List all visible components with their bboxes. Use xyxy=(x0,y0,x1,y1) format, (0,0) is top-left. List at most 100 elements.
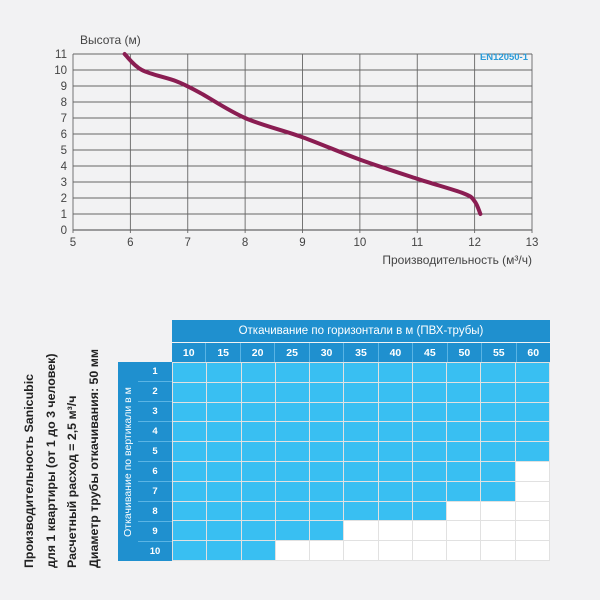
capacity-cell-allowed xyxy=(207,521,241,541)
capacity-cell-not-allowed xyxy=(412,541,447,560)
capacity-cell-allowed xyxy=(344,481,378,501)
capacity-cell-allowed xyxy=(344,442,378,461)
capacity-cell-allowed xyxy=(275,382,310,402)
x-tick-label: 8 xyxy=(242,237,248,249)
horizontal-distance-value: 55 xyxy=(482,343,517,362)
horizontal-distance-value: 15 xyxy=(206,343,241,362)
capacity-cell-allowed xyxy=(241,481,275,501)
capacity-cell-not-allowed xyxy=(515,461,549,481)
capacity-cell-allowed xyxy=(515,422,549,442)
vertical-distance-values: 1 2 3 4 5 6 7 8 9 10 xyxy=(138,362,172,561)
capacity-cell-not-allowed xyxy=(515,481,549,501)
capacity-cell-allowed xyxy=(447,422,481,442)
capacity-cell-allowed xyxy=(275,461,310,481)
horizontal-distance-value: 20 xyxy=(241,343,276,362)
capacity-cell-allowed xyxy=(207,442,241,461)
capacity-cell-not-allowed xyxy=(481,521,515,541)
capacity-cell-allowed xyxy=(447,481,481,501)
capacity-cell-allowed xyxy=(378,422,412,442)
x-axis-label: Производительность (м³/ч) xyxy=(382,253,532,267)
capacity-cell-allowed xyxy=(344,363,378,382)
capacity-cell-allowed xyxy=(275,402,310,422)
capacity-cell-not-allowed xyxy=(447,521,481,541)
capacity-cell-allowed xyxy=(344,501,378,521)
capacity-cell-allowed xyxy=(207,422,241,442)
capacity-cell-allowed xyxy=(481,461,515,481)
horizontal-distance-value: 35 xyxy=(344,343,379,362)
capacity-cell-allowed xyxy=(515,363,549,382)
vertical-distance-value: 4 xyxy=(138,422,172,442)
horizontal-distance-value: 40 xyxy=(379,343,414,362)
vertical-distance-value: 6 xyxy=(138,462,172,482)
capacity-cell-allowed xyxy=(275,442,310,461)
y-tick-label: 10 xyxy=(54,65,67,77)
capacity-cell-allowed xyxy=(207,402,241,422)
note-line-4: Диаметр трубы откачивания: 50 мм xyxy=(86,348,101,568)
capacity-cell-allowed xyxy=(344,402,378,422)
x-tick-label: 12 xyxy=(468,237,481,249)
horizontal-distance-value: 60 xyxy=(527,346,540,359)
vertical-distance-value: 7 xyxy=(138,482,172,502)
note-line-2: для 1 квартиры (от 1 до 3 человек) xyxy=(43,353,58,568)
capacity-cell-allowed xyxy=(310,481,344,501)
chart-grid xyxy=(72,53,533,233)
capacity-cell-allowed xyxy=(481,382,515,402)
capacity-cell-not-allowed xyxy=(515,501,549,521)
capacity-cell-not-allowed xyxy=(481,501,515,521)
capacity-cell-not-allowed xyxy=(515,541,549,560)
capacity-table-grid xyxy=(172,362,550,561)
capacity-cell-allowed xyxy=(310,382,344,402)
x-tick-label: 10 xyxy=(353,237,366,249)
vertical-distance-value: 2 xyxy=(138,382,172,402)
capacity-cell-allowed xyxy=(447,363,481,382)
x-tick-label: 6 xyxy=(127,237,133,249)
capacity-cell-allowed xyxy=(447,382,481,402)
capacity-cell-allowed xyxy=(310,442,344,461)
capacity-cell-not-allowed xyxy=(344,521,378,541)
capacity-cell-allowed xyxy=(447,402,481,422)
capacity-cell-allowed xyxy=(310,521,344,541)
performance-note: Производительность Sanicubic для 1 кварт… xyxy=(20,306,104,568)
horizontal-distance-values: 10 15 20 25 30 35 40 45 50 55 60 xyxy=(172,343,550,362)
horizontal-distance-header: Откачивание по горизонтали в м (ПВХ-труб… xyxy=(172,320,550,342)
capacity-cell-allowed xyxy=(173,481,207,501)
capacity-cell-allowed xyxy=(275,422,310,442)
capacity-cell-allowed xyxy=(515,402,549,422)
y-tick-label: 3 xyxy=(61,177,67,189)
capacity-cell-allowed xyxy=(481,422,515,442)
capacity-cell-not-allowed xyxy=(447,501,481,521)
capacity-cell-allowed xyxy=(275,501,310,521)
capacity-cell-allowed xyxy=(241,461,275,481)
capacity-cell-allowed xyxy=(173,363,207,382)
capacity-cell-allowed xyxy=(173,521,207,541)
horizontal-distance-value: 45 xyxy=(413,343,448,362)
capacity-cell-not-allowed xyxy=(275,541,310,560)
capacity-cell-not-allowed xyxy=(515,521,549,541)
vertical-distance-value: 3 xyxy=(138,402,172,422)
capacity-cell-allowed xyxy=(378,481,412,501)
capacity-cell-not-allowed xyxy=(481,541,515,560)
y-axis-label: Высота (м) xyxy=(80,33,141,47)
capacity-cell-not-allowed xyxy=(412,521,447,541)
capacity-cell-allowed xyxy=(241,501,275,521)
standard-badge: EN12050-1 xyxy=(480,52,529,63)
y-tick-label: 6 xyxy=(61,129,67,141)
capacity-cell-not-allowed xyxy=(344,541,378,560)
note-line-1: Производительность Sanicubic xyxy=(22,373,36,568)
vertical-distance-header-text: Откачивание по вертикали в м xyxy=(122,386,134,537)
capacity-cell-not-allowed xyxy=(310,541,344,560)
capacity-cell-allowed xyxy=(412,363,447,382)
capacity-cell-allowed xyxy=(207,481,241,501)
capacity-cell-allowed xyxy=(275,481,310,501)
y-tick-labels: 0 1 2 3 4 5 6 7 8 9 10 11 xyxy=(54,49,67,237)
vertical-distance-value: 1 xyxy=(138,362,172,382)
y-tick-label: 11 xyxy=(55,49,67,61)
capacity-cell-allowed xyxy=(515,442,549,461)
capacity-cell-allowed xyxy=(344,461,378,481)
capacity-cell-allowed xyxy=(378,363,412,382)
vertical-distance-value: 5 xyxy=(138,442,172,462)
capacity-cell-allowed xyxy=(515,382,549,402)
x-tick-label: 5 xyxy=(70,237,76,249)
capacity-cell-allowed xyxy=(378,501,412,521)
capacity-cell-allowed xyxy=(241,363,275,382)
